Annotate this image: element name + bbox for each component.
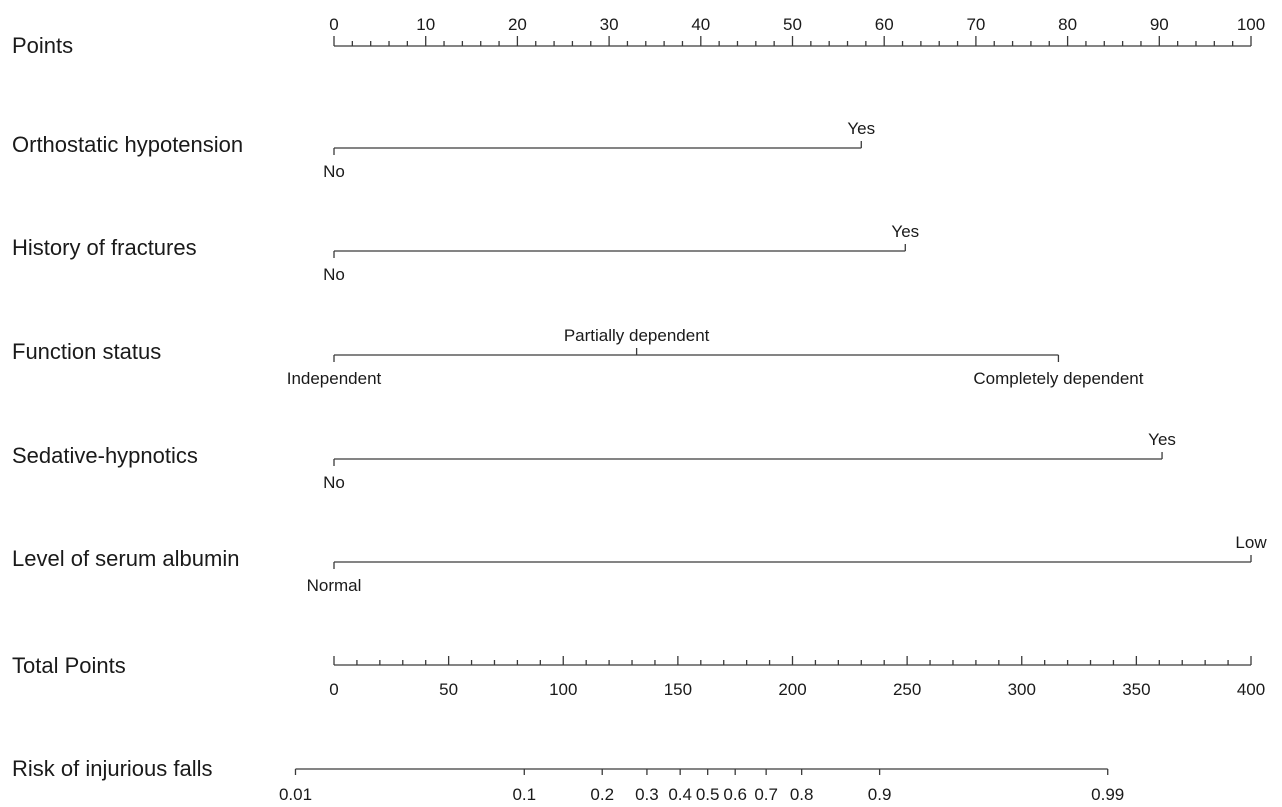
points-axis-tick-label: 0 [329,15,338,34]
variable-scale: No Yes [323,430,1176,492]
total-points-tick-label: 300 [1008,680,1036,699]
points-axis-tick-label: 60 [875,15,894,34]
points-axis-tick-label: 10 [416,15,435,34]
points-axis-tick-label: 80 [1058,15,1077,34]
level-label: Low [1235,533,1267,552]
risk-axis-tick-label: 0.7 [754,785,778,804]
points-axis-tick-label: 30 [600,15,619,34]
total-points-tick-label: 150 [664,680,692,699]
total-points-tick-label: 50 [439,680,458,699]
points-axis-tick-label: 90 [1150,15,1169,34]
level-label: Yes [891,222,919,241]
level-label: No [323,265,345,284]
risk-axis-tick-label: 0.99 [1091,785,1124,804]
variable-scales: No Yes No Yes Independent Partially dependent… [287,119,1268,595]
total-points-tick-label: 100 [549,680,577,699]
total-points-tick-label: 0 [329,680,338,699]
risk-axis-title: Risk of injurious falls [12,756,213,781]
total-points-tick-label: 200 [778,680,806,699]
points-axis-tick-label: 50 [783,15,802,34]
variable-scale: No Yes [323,222,919,284]
variable-scale: Independent Partially dependent Completely… [287,326,1144,388]
variable-label: Orthostatic hypotension [12,132,243,157]
level-label: Independent [287,369,382,388]
level-label: No [323,473,345,492]
variable-label: Sedative-hypnotics [12,443,198,468]
level-label: Partially dependent [564,326,710,345]
risk-axis-tick-label: 0.8 [790,785,814,804]
level-label: Completely dependent [973,369,1143,388]
level-label: Normal [307,576,362,595]
variable-label: Level of serum albumin [12,546,239,571]
total-points-axis-title: Total Points [12,653,126,678]
points-axis-tick-label: 40 [691,15,710,34]
axes: 0 10 20 30 40 50 60 70 80 90 100 0 50 100 150 200 250 300… [279,15,1265,804]
total-points-tick-label: 250 [893,680,921,699]
risk-axis-tick-label: 0.2 [590,785,614,804]
level-label: Yes [1148,430,1176,449]
risk-axis-tick-label: 0.4 [668,785,692,804]
row-labels: Points Orthostatic hypotension History of … [12,33,243,781]
variable-label: Function status [12,339,161,364]
variable-scale: No Yes [323,119,875,181]
total-points-tick-label: 350 [1122,680,1150,699]
points-axis-tick-label: 70 [966,15,985,34]
points-axis-tick-label: 20 [508,15,527,34]
variable-scale: Normal Low [307,533,1268,595]
level-label: No [323,162,345,181]
risk-axis-tick-label: 0.6 [723,785,747,804]
variable-label: History of fractures [12,235,197,260]
risk-axis-tick-label: 0.9 [868,785,892,804]
risk-axis-tick-label: 0.01 [279,785,312,804]
points-axis-tick-label: 100 [1237,15,1265,34]
risk-axis-tick-label: 0.1 [512,785,536,804]
points-axis-title: Points [12,33,73,58]
risk-axis-tick-label: 0.3 [635,785,659,804]
risk-axis-tick-label: 0.5 [696,785,720,804]
total-points-tick-label: 400 [1237,680,1265,699]
level-label: Yes [847,119,875,138]
